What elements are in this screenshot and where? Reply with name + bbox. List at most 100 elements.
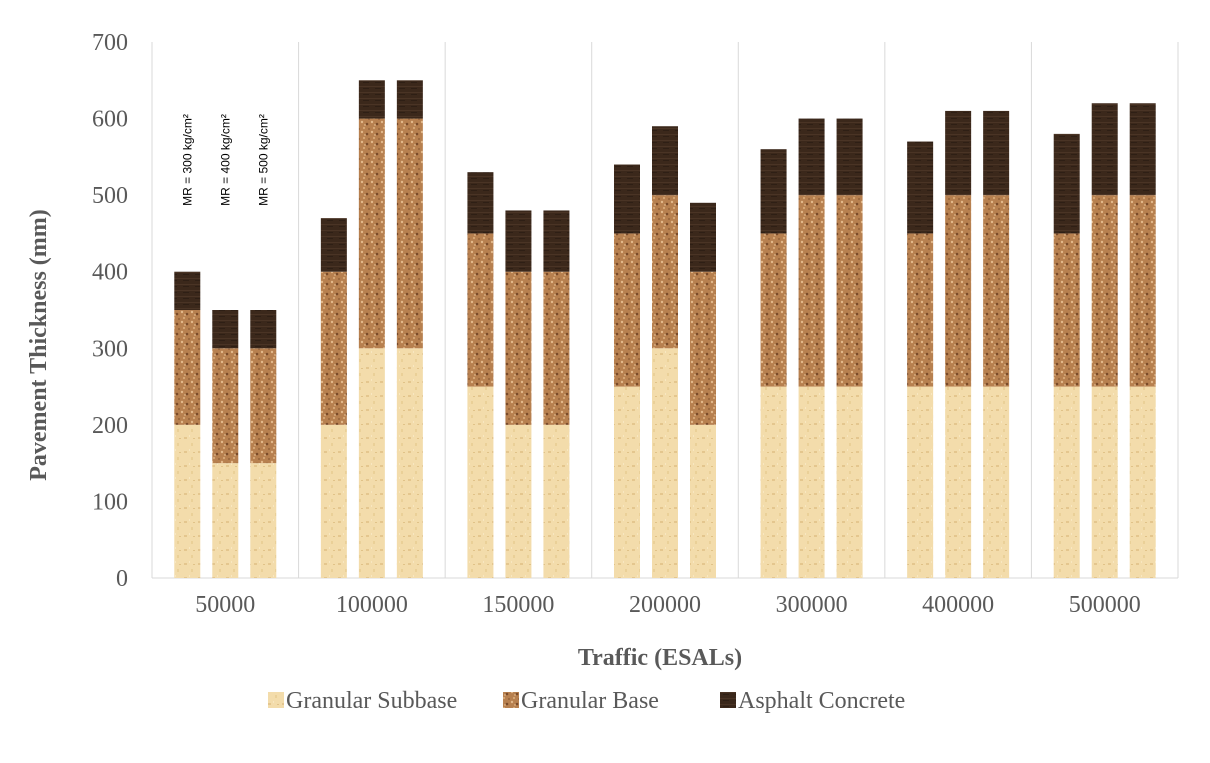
legend-swatch (268, 692, 284, 708)
x-tick-label: 400000 (922, 592, 994, 618)
bar-segment-asphalt-concrete (212, 310, 239, 349)
x-tick-label: 50000 (195, 592, 255, 618)
y-tick-label: 0 (116, 566, 128, 592)
legend-label: Granular Base (521, 688, 659, 714)
x-tick-label: 500000 (1069, 592, 1141, 618)
bar-segment-asphalt-concrete (250, 310, 277, 349)
bar-segment-granular-subbase (760, 386, 787, 578)
bar-segment-granular-base (945, 195, 972, 387)
y-tick-label: 300 (92, 336, 128, 362)
bar-segment-asphalt-concrete (652, 126, 678, 196)
bar-label-group: MR = 400 kg/cm² (215, 80, 238, 240)
bar-segment-granular-base (396, 118, 423, 349)
bar-label-group: MR = 500 kg/cm² (253, 80, 276, 240)
bar-annotations: MR = 300 kg/cm² MR = 400 kg/cm² MR = 500 k… (177, 80, 276, 240)
bar-segment-granular-base (983, 195, 1010, 387)
bar-segment-asphalt-concrete (543, 210, 570, 272)
legend-label: Asphalt Concrete (738, 688, 905, 714)
bar-segment-asphalt-concrete (836, 118, 863, 196)
bar-segment-granular-base (212, 348, 239, 464)
bar-segment-granular-subbase (652, 348, 678, 578)
bar-segment-asphalt-concrete (945, 110, 972, 196)
bar-label-group: MR = 300 kg/cm² (177, 80, 200, 240)
bar-segment-granular-subbase (1091, 386, 1118, 578)
bar-label-background (215, 80, 238, 240)
bar-segment-asphalt-concrete (1091, 103, 1118, 196)
bar-segment-granular-base (907, 233, 934, 387)
legend-swatch (503, 692, 519, 708)
bar-segment-granular-base (358, 118, 385, 349)
bar-segment-granular-base (652, 195, 678, 349)
bars (174, 80, 1156, 578)
y-tick-label: 400 (92, 260, 128, 286)
bar-segment-granular-base (614, 233, 640, 387)
bar-segment-asphalt-concrete (1129, 103, 1156, 196)
legend: Granular Subbase Granular Base Asphalt Con… (268, 688, 905, 714)
bar-segment-granular-subbase (250, 463, 277, 578)
bar-segment-granular-subbase (690, 424, 716, 578)
bar-segment-asphalt-concrete (1053, 133, 1080, 234)
legend-label: Granular Subbase (286, 688, 457, 714)
y-axis-ticks: 0 100 200 300 400 500 600 700 (92, 30, 128, 592)
bar-segment-asphalt-concrete (396, 80, 423, 119)
x-axis-ticks: 50000 100000 150000 200000 300000 400000 50000… (195, 592, 1140, 618)
bar-segment-granular-subbase (320, 424, 347, 578)
bar-segment-granular-base (760, 233, 787, 387)
bar-segment-asphalt-concrete (174, 271, 201, 310)
bar-segment-granular-subbase (212, 463, 239, 578)
bar-segment-granular-base (505, 271, 532, 425)
bar-segment-granular-subbase (945, 386, 972, 578)
bar-segment-granular-subbase (1053, 386, 1080, 578)
bar-segment-granular-base (320, 271, 347, 425)
x-tick-label: 200000 (629, 592, 701, 618)
bar-segment-granular-subbase (505, 424, 532, 578)
bar-segment-granular-subbase (983, 386, 1010, 578)
bar-segment-asphalt-concrete (505, 210, 532, 272)
bar-segment-granular-base (543, 271, 570, 425)
bar-label: MR = 400 kg/cm² (218, 114, 232, 206)
x-tick-label: 300000 (776, 592, 848, 618)
bar-segment-granular-base (467, 233, 494, 387)
bar-segment-granular-base (1091, 195, 1118, 387)
bar-segment-granular-subbase (543, 424, 570, 578)
y-tick-label: 500 (92, 183, 128, 209)
bar-segment-granular-subbase (614, 386, 640, 578)
bar-segment-asphalt-concrete (320, 218, 347, 272)
bar-segment-granular-base (1053, 233, 1080, 387)
bar-segment-granular-subbase (467, 386, 494, 578)
bar-segment-granular-base (250, 348, 277, 464)
legend-swatch (720, 692, 736, 708)
bar-segment-granular-subbase (358, 348, 385, 578)
bar-segment-granular-base (836, 195, 863, 387)
bar-segment-granular-base (1129, 195, 1156, 387)
y-tick-label: 600 (92, 107, 128, 133)
bar-segment-granular-subbase (396, 348, 423, 578)
bar-segment-asphalt-concrete (983, 110, 1010, 196)
bar-segment-granular-subbase (836, 386, 863, 578)
bar-segment-asphalt-concrete (467, 172, 494, 234)
bar-segment-granular-base (690, 271, 716, 425)
bar-segment-asphalt-concrete (614, 164, 640, 234)
bar-segment-asphalt-concrete (798, 118, 825, 196)
bar-segment-asphalt-concrete (690, 202, 716, 272)
bar-label: MR = 300 kg/cm² (180, 114, 194, 206)
y-tick-label: 200 (92, 413, 128, 439)
y-tick-label: 700 (92, 30, 128, 56)
bar-label-background (253, 80, 276, 240)
bar-segment-granular-subbase (798, 386, 825, 578)
x-axis-label: Traffic (ESALs) (578, 645, 742, 671)
bar-segment-granular-subbase (907, 386, 934, 578)
bar-segment-asphalt-concrete (358, 80, 385, 119)
bar-label-background (177, 80, 200, 240)
bar-segment-granular-subbase (1129, 386, 1156, 578)
bar-label: MR = 500 kg/cm² (256, 114, 270, 206)
x-tick-label: 100000 (336, 592, 408, 618)
bar-segment-asphalt-concrete (760, 149, 787, 234)
x-tick-label: 150000 (482, 592, 554, 618)
bar-segment-granular-base (174, 310, 201, 425)
y-axis-label: Pavement Thickness (mm) (26, 209, 52, 481)
y-tick-label: 100 (92, 489, 128, 515)
bar-segment-granular-subbase (174, 424, 201, 578)
